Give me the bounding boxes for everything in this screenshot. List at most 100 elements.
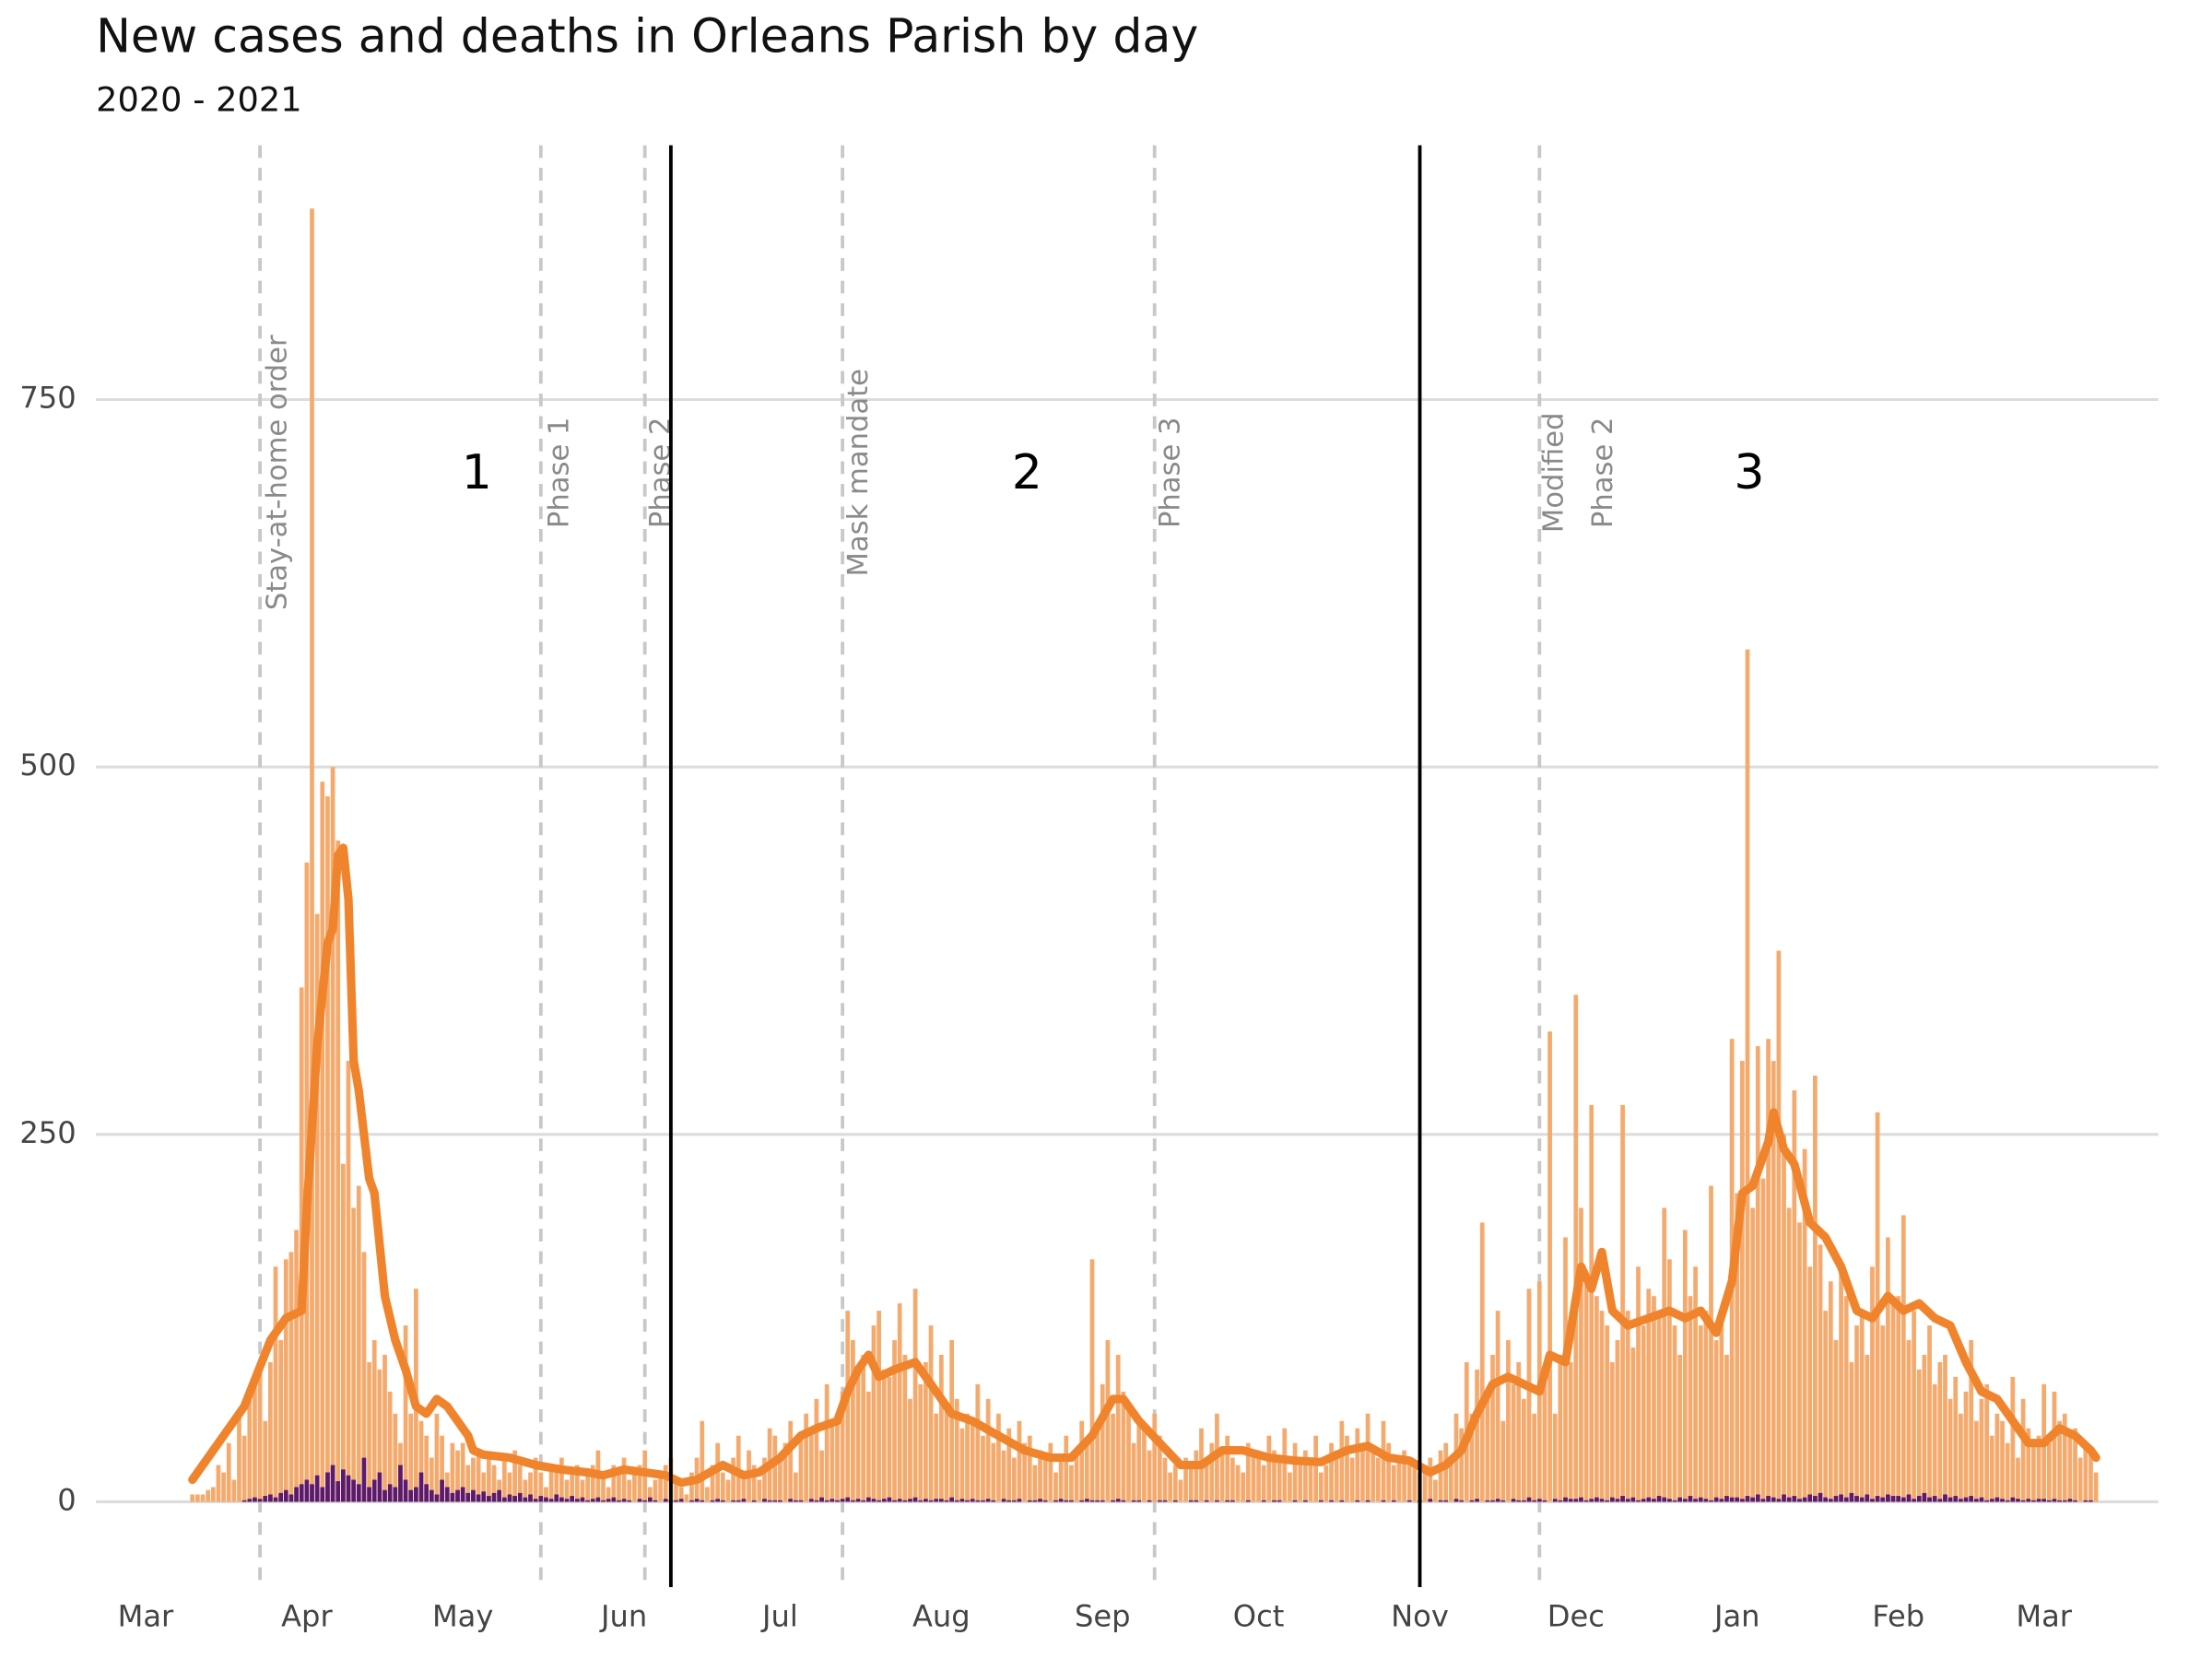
bar	[1084, 1499, 1089, 1502]
bar	[855, 1369, 861, 1502]
bar	[2077, 1457, 2083, 1502]
bar	[1688, 1496, 1693, 1502]
bar	[1162, 1500, 1168, 1502]
bar	[1360, 1442, 1365, 1502]
bar	[1302, 1500, 1308, 1502]
bar	[1912, 1499, 1916, 1502]
bar	[1157, 1435, 1162, 1502]
bar	[845, 1497, 851, 1502]
bar	[762, 1457, 767, 1502]
bar	[1854, 1496, 1859, 1502]
bar	[1355, 1500, 1360, 1502]
bar	[2083, 1500, 2088, 1502]
bar	[814, 1500, 819, 1502]
bar	[1147, 1500, 1152, 1502]
bar	[887, 1497, 892, 1502]
bar	[2093, 1472, 2099, 1502]
bar	[528, 1472, 533, 1502]
bar	[1459, 1500, 1465, 1502]
bar	[200, 1494, 206, 1502]
bar	[1573, 994, 1579, 1502]
event-label: Phase 2	[1587, 417, 1619, 528]
bar	[273, 1266, 278, 1502]
bar	[387, 1391, 393, 1502]
bar	[1755, 1046, 1760, 1502]
bar	[954, 1500, 959, 1502]
bar	[1630, 1347, 1636, 1502]
bar	[1485, 1500, 1490, 1502]
bar	[1994, 1413, 2000, 1502]
bar	[653, 1500, 658, 1502]
bar	[1656, 1311, 1662, 1502]
bar	[902, 1500, 908, 1502]
bar	[1605, 1500, 1610, 1502]
bar	[1589, 1104, 1594, 1502]
bar	[938, 1354, 944, 1502]
bar	[371, 1340, 377, 1502]
bar	[1084, 1442, 1089, 1502]
event-label: Stay-at-home order	[261, 335, 293, 610]
bar	[1771, 1061, 1776, 1502]
bar	[320, 1487, 325, 1502]
bar	[1100, 1383, 1105, 1502]
bar	[1448, 1457, 1453, 1502]
chart-title: New cases and deaths in Orleans Parish b…	[96, 8, 1198, 63]
bar	[975, 1500, 981, 1502]
bar	[663, 1499, 668, 1502]
x-tick-label: Dec	[1547, 1599, 1605, 1634]
bar	[455, 1489, 460, 1502]
bar	[330, 1465, 335, 1502]
bar	[1813, 1496, 1818, 1502]
period-label: 1	[462, 445, 492, 500]
bar	[938, 1499, 944, 1502]
bar	[1833, 1496, 1839, 1502]
bar	[710, 1465, 715, 1502]
bar	[476, 1494, 481, 1502]
bar	[1916, 1369, 1922, 1502]
bar	[1682, 1230, 1688, 1502]
bar	[1563, 1237, 1568, 1502]
bar	[1245, 1442, 1251, 1502]
bar	[1443, 1442, 1449, 1502]
bar	[1485, 1398, 1490, 1502]
bar	[1959, 1413, 1963, 1502]
bar	[991, 1442, 996, 1502]
bar	[674, 1479, 678, 1502]
bar	[881, 1499, 887, 1502]
bar	[949, 1340, 954, 1502]
bar	[1115, 1354, 1121, 1502]
bar	[1365, 1500, 1371, 1502]
bar	[382, 1489, 387, 1502]
bar	[928, 1325, 934, 1502]
bar	[1121, 1391, 1126, 1502]
bar	[1355, 1428, 1360, 1502]
bar	[851, 1340, 855, 1502]
bar	[356, 1185, 361, 1502]
bar	[1609, 1497, 1615, 1502]
bar	[1740, 1061, 1745, 1502]
bar	[1453, 1499, 1459, 1502]
x-tick-label: Mar	[2016, 1599, 2072, 1634]
bar	[1511, 1383, 1516, 1502]
bar	[1740, 1499, 1745, 1502]
bar	[1438, 1500, 1443, 1502]
bar	[1594, 1296, 1599, 1502]
bar	[1766, 1496, 1771, 1502]
bar	[1959, 1499, 1963, 1502]
bar	[1953, 1496, 1959, 1502]
bar	[1079, 1420, 1085, 1502]
bar	[1064, 1435, 1069, 1502]
bar	[1188, 1465, 1194, 1502]
bar	[1594, 1497, 1599, 1502]
bar	[902, 1354, 908, 1502]
bar	[1526, 1288, 1532, 1502]
bar	[273, 1497, 278, 1502]
bar	[778, 1457, 782, 1502]
bar	[585, 1500, 590, 1502]
bar	[1973, 1420, 1979, 1502]
bar	[892, 1500, 897, 1502]
bar	[1381, 1420, 1386, 1502]
bar	[1428, 1457, 1433, 1502]
bar	[741, 1472, 747, 1502]
bar	[1880, 1325, 1886, 1502]
